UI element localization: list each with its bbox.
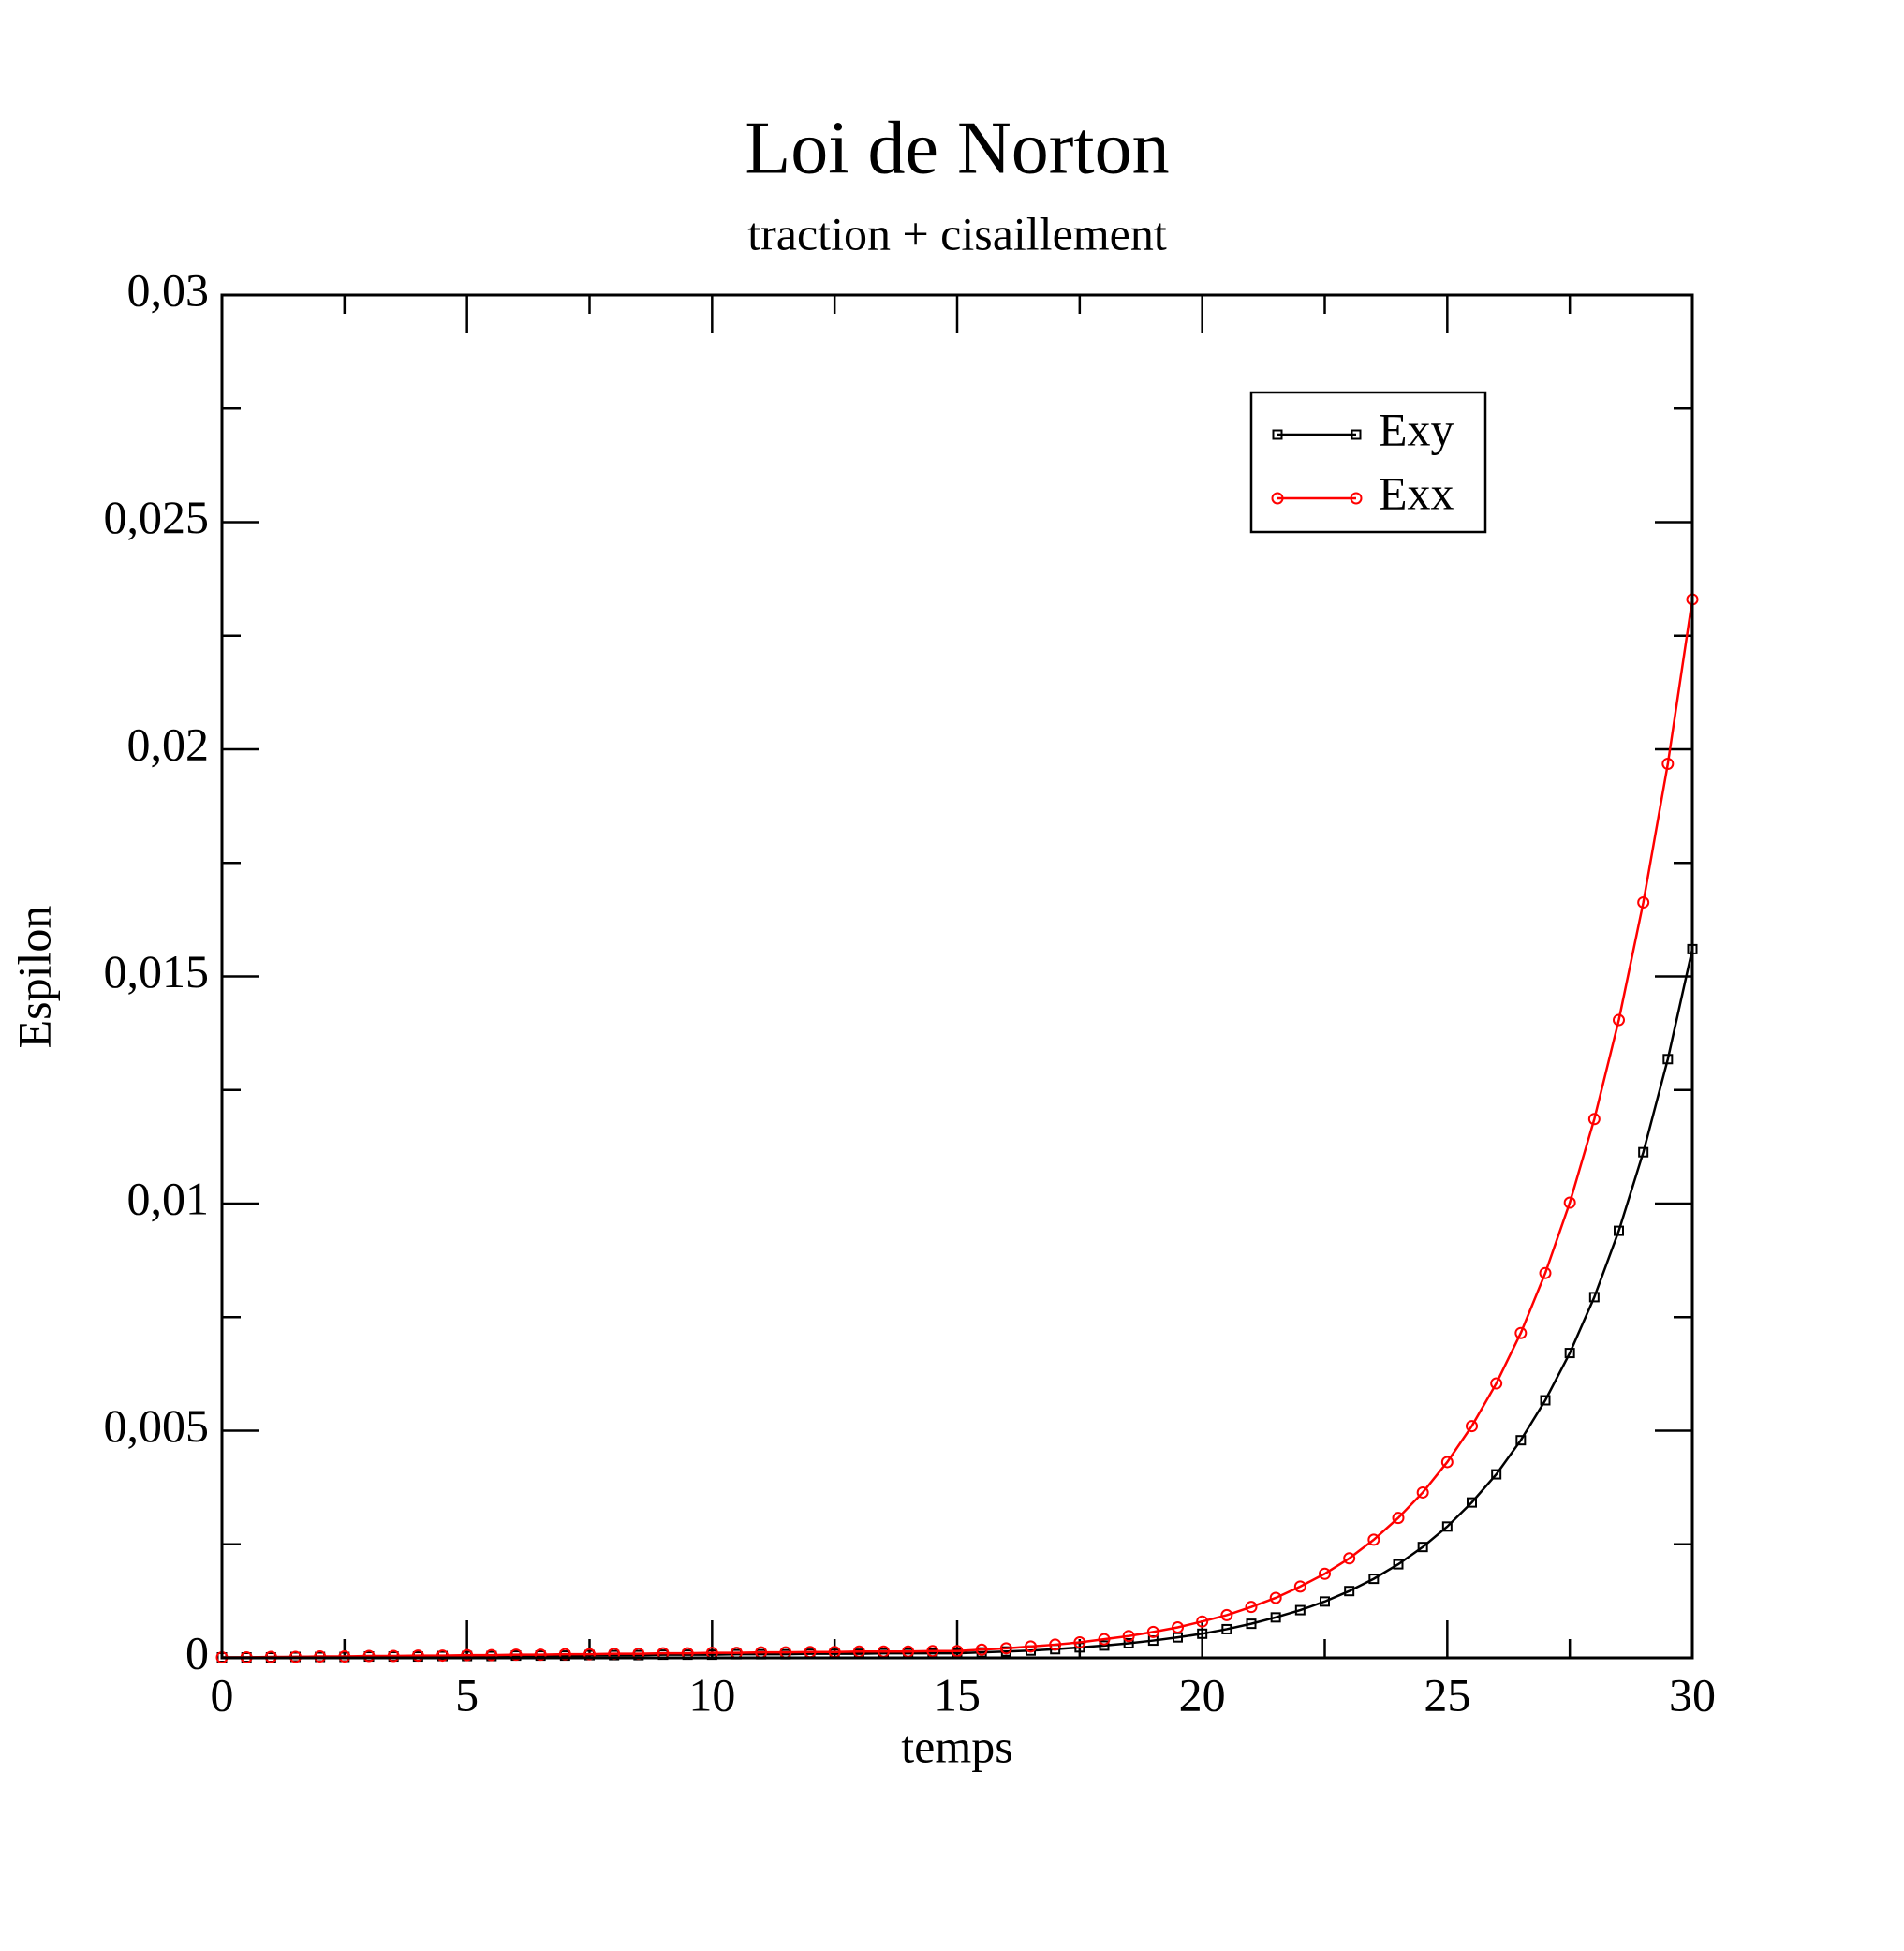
marker bbox=[1146, 1625, 1159, 1638]
x-tick-label: 5 bbox=[455, 1668, 479, 1721]
marker bbox=[558, 1648, 571, 1661]
series-line bbox=[222, 599, 1694, 1659]
marker bbox=[1344, 1586, 1355, 1597]
x-tick-label: 20 bbox=[1179, 1668, 1226, 1721]
marker bbox=[1490, 1377, 1503, 1390]
marker bbox=[485, 1648, 498, 1662]
marker bbox=[999, 1642, 1012, 1655]
marker bbox=[1662, 1054, 1674, 1065]
y-tick-label: 0,025 bbox=[104, 491, 210, 543]
marker bbox=[1613, 1013, 1625, 1027]
marker bbox=[1073, 1636, 1086, 1649]
marker bbox=[1467, 1497, 1477, 1508]
marker bbox=[1588, 1292, 1600, 1303]
marker bbox=[1367, 1533, 1380, 1546]
marker bbox=[534, 1648, 547, 1662]
y-axis-label: Espilon bbox=[7, 906, 60, 1049]
marker bbox=[1196, 1615, 1209, 1628]
marker bbox=[1440, 1456, 1454, 1469]
marker bbox=[1122, 1630, 1135, 1643]
chart-subtitle: traction + cisaillement bbox=[747, 207, 1167, 259]
marker bbox=[1587, 1113, 1601, 1126]
y-tick-label: 0,015 bbox=[104, 945, 210, 998]
marker bbox=[583, 1648, 596, 1661]
x-axis-label: temps bbox=[901, 1720, 1012, 1772]
marker bbox=[509, 1648, 523, 1662]
legend-label: Exx bbox=[1379, 466, 1454, 519]
marker bbox=[387, 1649, 400, 1663]
marker bbox=[1098, 1633, 1111, 1646]
marker bbox=[951, 1645, 964, 1658]
marker bbox=[1246, 1618, 1257, 1630]
marker bbox=[362, 1649, 376, 1663]
chart-title: Loi de Norton bbox=[745, 107, 1169, 189]
marker bbox=[1272, 429, 1283, 440]
marker bbox=[1392, 1512, 1405, 1525]
marker bbox=[975, 1643, 988, 1656]
marker bbox=[1564, 1348, 1575, 1359]
x-tick-label: 0 bbox=[211, 1668, 234, 1721]
marker bbox=[1416, 1485, 1429, 1499]
marker bbox=[1540, 1395, 1551, 1406]
marker bbox=[1563, 1196, 1576, 1209]
x-tick-label: 15 bbox=[934, 1668, 981, 1721]
marker bbox=[1319, 1567, 1331, 1580]
y-tick-label: 0,02 bbox=[127, 717, 210, 770]
y-tick-label: 0,03 bbox=[127, 263, 210, 316]
marker bbox=[1368, 1574, 1380, 1585]
marker bbox=[1049, 1638, 1062, 1651]
marker bbox=[1343, 1552, 1356, 1565]
marker bbox=[1417, 1542, 1428, 1553]
marker bbox=[1350, 492, 1363, 505]
y-tick-label: 0,01 bbox=[127, 1172, 210, 1224]
marker bbox=[926, 1645, 939, 1658]
marker bbox=[1270, 1612, 1281, 1623]
marker bbox=[1638, 1146, 1649, 1158]
marker bbox=[1221, 1623, 1232, 1634]
marker bbox=[1197, 1628, 1208, 1639]
marker bbox=[1393, 1559, 1404, 1570]
marker bbox=[1269, 1591, 1282, 1604]
marker bbox=[1466, 1420, 1478, 1433]
marker bbox=[1293, 1580, 1306, 1593]
marker bbox=[1441, 1521, 1453, 1532]
marker bbox=[1491, 1469, 1502, 1480]
x-tick-label: 25 bbox=[1424, 1668, 1470, 1721]
marker bbox=[1351, 429, 1362, 440]
marker bbox=[1614, 1225, 1624, 1236]
marker bbox=[1025, 1640, 1037, 1653]
marker bbox=[1220, 1608, 1233, 1621]
y-tick-label: 0,005 bbox=[104, 1399, 210, 1452]
marker bbox=[411, 1649, 424, 1663]
marker bbox=[1320, 1596, 1330, 1607]
marker bbox=[1123, 1637, 1134, 1648]
marker bbox=[461, 1648, 474, 1662]
y-tick-label: 0 bbox=[185, 1626, 209, 1678]
marker bbox=[1294, 1604, 1306, 1616]
plot-frame bbox=[220, 293, 1694, 1660]
legend-label: Exy bbox=[1379, 403, 1454, 455]
x-tick-label: 10 bbox=[688, 1668, 735, 1721]
x-tick-label: 30 bbox=[1669, 1668, 1716, 1721]
marker bbox=[1245, 1601, 1258, 1614]
marker bbox=[1637, 895, 1650, 909]
marker bbox=[1661, 758, 1675, 771]
marker bbox=[1172, 1621, 1184, 1634]
marker bbox=[1514, 1326, 1528, 1339]
legend-box bbox=[1249, 391, 1487, 534]
marker bbox=[436, 1649, 449, 1663]
marker bbox=[1271, 492, 1284, 505]
marker bbox=[1515, 1435, 1527, 1446]
marker bbox=[1539, 1266, 1552, 1279]
marker bbox=[1099, 1640, 1110, 1651]
